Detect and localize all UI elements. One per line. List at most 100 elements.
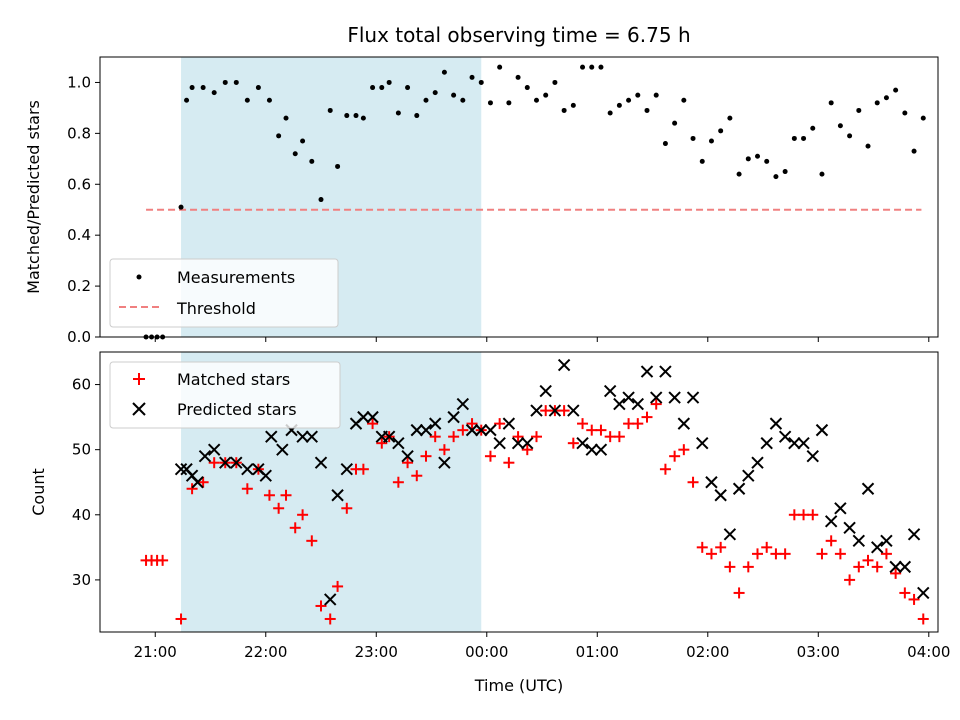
predicted-star-point — [640, 365, 654, 378]
x-tick-label: 04:00 — [907, 643, 950, 661]
predicted-star-point — [594, 443, 608, 456]
matched-star-point — [899, 587, 911, 599]
measurement-point — [543, 92, 549, 98]
measurement-point — [533, 97, 539, 103]
x-tick-label: 02:00 — [686, 643, 729, 661]
predicted-star-point — [668, 391, 681, 404]
measurement-point — [327, 107, 333, 113]
matched-star-point — [890, 567, 902, 579]
matched-star-point — [494, 418, 506, 430]
matched-star-point — [595, 424, 607, 436]
measurement-point — [283, 115, 289, 121]
predicted-star-point — [410, 423, 423, 437]
bottom-legend-box — [109, 361, 341, 429]
measurement-point — [653, 92, 659, 98]
predicted-star-point — [852, 534, 866, 548]
y-tick-label: 1.0 — [67, 73, 91, 91]
predicted-star-point — [219, 456, 232, 469]
predicted-star-point — [778, 430, 792, 443]
predicted-star-point — [502, 417, 516, 430]
measurement-point — [561, 107, 567, 113]
predicted-star-point — [696, 436, 709, 450]
measurement-point — [810, 125, 816, 131]
predicted-star-point — [259, 469, 272, 482]
matched-star-point — [871, 561, 883, 573]
matched-star-point — [908, 593, 920, 605]
matched-star-point — [357, 463, 369, 475]
measurement-point — [644, 107, 650, 113]
bottom-y-axis-ticks: 30 40 50 60 — [72, 376, 100, 589]
predicted-star-point — [898, 560, 912, 574]
predicted-star-point — [539, 384, 552, 398]
bottom-legend: Matched stars Predicted stars — [109, 361, 341, 429]
top-axes-frame — [99, 56, 939, 338]
measurement-point — [626, 97, 632, 103]
top-y-axis-label: Matched/Predicted stars — [24, 100, 43, 294]
matched-star-point — [798, 509, 810, 521]
predicted-star-point — [366, 410, 379, 424]
legend-predicted-label: Predicted stars — [177, 400, 297, 419]
measurement-point — [515, 74, 521, 80]
predicted-star-point — [714, 489, 727, 502]
measurement-point — [672, 120, 678, 126]
x-tick-label: 00:00 — [465, 643, 508, 661]
predicted-star-point — [331, 489, 344, 502]
measurement-point — [211, 90, 217, 96]
matched-star-point — [724, 561, 736, 573]
measurement-point — [718, 128, 724, 134]
measurement-point — [200, 85, 206, 91]
measurement-point — [856, 107, 862, 113]
measurement-point — [441, 69, 447, 75]
measurement-point — [233, 79, 239, 85]
matched-star-point — [816, 548, 828, 560]
matched-star-point — [696, 541, 708, 553]
matched-star-point — [332, 580, 344, 592]
matched-star-point — [367, 418, 379, 430]
measurement-point — [255, 85, 261, 91]
measurement-point — [405, 85, 411, 91]
predicted-star-point — [742, 469, 755, 482]
measurement-point — [801, 135, 807, 141]
matched-star-point — [641, 411, 653, 423]
predicted-star-point — [650, 391, 663, 404]
predicted-star-point — [475, 423, 488, 437]
matched-star-point — [448, 431, 460, 443]
measurement-point — [589, 64, 595, 70]
predicted-star-point — [419, 423, 433, 437]
predicted-star-point — [296, 430, 309, 443]
matched-star-point — [280, 489, 292, 501]
predicted-star-point — [324, 593, 337, 606]
predicted-star-point — [659, 365, 672, 378]
measurement-point — [736, 171, 742, 177]
x-axis-label: Time (UTC) — [474, 676, 563, 695]
matched-star-point — [273, 502, 285, 514]
matched-star-point — [742, 561, 754, 573]
measurement-point — [432, 90, 438, 96]
matched-star-point — [761, 541, 773, 553]
predicted-star-point — [314, 456, 328, 469]
predicted-star-point — [871, 541, 884, 554]
predicted-star-point — [917, 586, 930, 600]
predicted-star-point — [401, 449, 414, 463]
predicted-star-point — [382, 430, 396, 443]
measurement-point — [414, 113, 420, 119]
measurement-point — [865, 143, 871, 149]
measurement-point — [662, 141, 668, 147]
measurement-point — [773, 174, 779, 180]
measurement-point — [335, 163, 341, 169]
bottom-axes-frame — [99, 351, 939, 633]
matched-star-point — [558, 405, 570, 417]
measurement-point — [745, 156, 751, 162]
matched-star-point — [678, 444, 690, 456]
top-legend: Measurements Threshold — [109, 258, 339, 328]
legend-matched-marker — [133, 373, 145, 385]
matched-star-point — [632, 418, 644, 430]
measurement-point — [344, 113, 350, 119]
measurement-point — [360, 115, 366, 121]
matched-star-point — [457, 424, 469, 436]
measurement-point — [883, 95, 889, 101]
matched-star-point — [392, 476, 404, 488]
matched-star-point — [715, 541, 727, 553]
predicted-star-point — [861, 482, 875, 495]
top-x-axis-ticks — [154, 337, 930, 342]
